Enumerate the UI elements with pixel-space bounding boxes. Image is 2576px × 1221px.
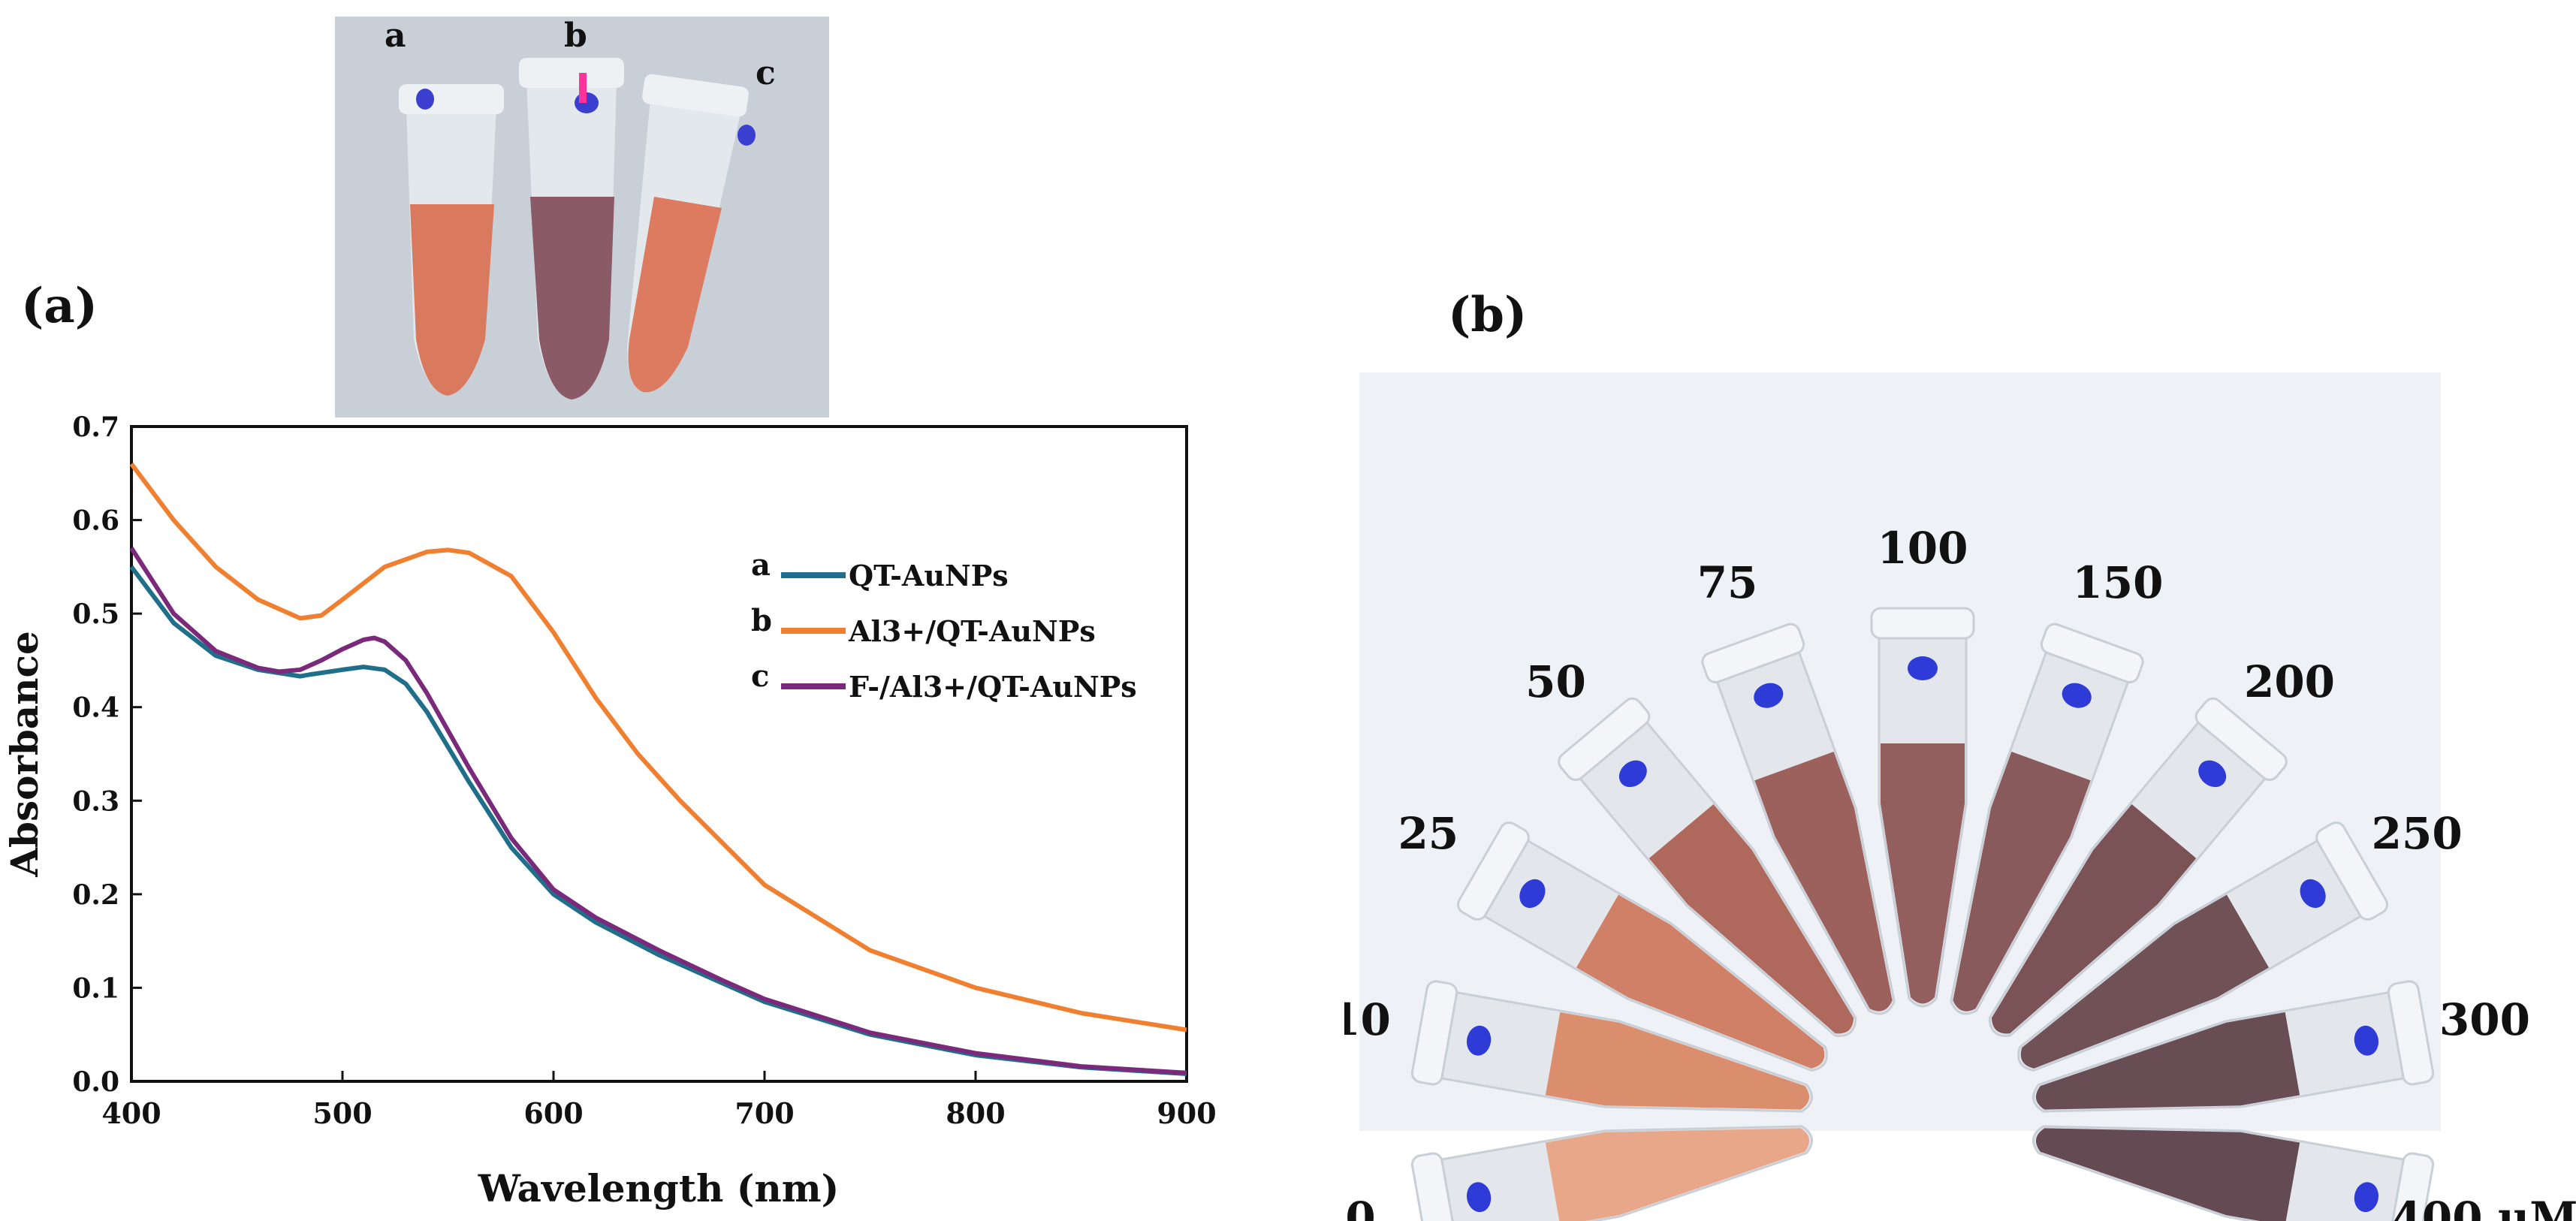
- legend-label-b: Al3+/QT-AuNPs: [848, 614, 1096, 648]
- tube-ink-mark: [1908, 656, 1938, 680]
- x-axis: 400 500 600 700 800 900: [101, 1071, 1217, 1130]
- y-tick-label: 0.3: [72, 785, 119, 817]
- tube-10: [2032, 1125, 2435, 1221]
- legend: a QT-AuNPs b Al3+/QT-AuNPs c F-/Al3+/QT-…: [751, 547, 1137, 704]
- tube-liquid: [1576, 894, 1825, 1069]
- tube-ink-mark: [2062, 683, 2092, 708]
- y-tick-label: 0.6: [72, 505, 119, 537]
- tube-ink-mark: [1618, 760, 1647, 788]
- panel-b-label: (b): [1448, 287, 1528, 343]
- tube-liquid: [1991, 803, 2197, 1034]
- concentration-label-10: 400 μM: [2391, 1192, 2576, 1221]
- tube-cap: [2040, 623, 2144, 683]
- tube-cap: [2315, 822, 2389, 921]
- x-axis-label: Wavelength (nm): [478, 1166, 840, 1210]
- tube-9: [2032, 980, 2435, 1113]
- tube-5: [1870, 607, 1975, 1008]
- series-line-c: [129, 547, 1187, 1075]
- x-tick-label: 800: [946, 1096, 1005, 1130]
- tube-ink-mark: [1466, 1025, 1492, 1056]
- concentration-label-7: 200: [2244, 656, 2335, 707]
- tube-a: [399, 84, 504, 396]
- y-tick-label: 0.5: [72, 598, 119, 630]
- tube-cap: [1410, 980, 1458, 1086]
- y-tick-label: 0.1: [72, 972, 119, 1004]
- x-tick-label: 400: [101, 1096, 161, 1130]
- tube-ink-mark: [2198, 760, 2227, 788]
- y-tick-label: 0.7: [72, 412, 119, 443]
- tube-cap: [2387, 980, 2435, 1086]
- y-tick-label: 0.2: [72, 879, 119, 911]
- tube-cap: [1870, 607, 1975, 640]
- concentration-label-9: 300: [2439, 994, 2530, 1045]
- tube-4: [1701, 623, 1896, 1015]
- tube-ink-mark: [1754, 683, 1784, 708]
- legend-label-a: QT-AuNPs: [849, 559, 1009, 592]
- tube-cap: [2194, 697, 2288, 782]
- tube-cap: [1701, 623, 1805, 683]
- series-line-b: [129, 462, 1187, 1033]
- tube-liquid: [1754, 752, 1893, 1011]
- tube-6: [1950, 623, 2144, 1015]
- legend-marker-b: b: [751, 603, 772, 638]
- tubes-photo-b: 0 10 25 50 75 100 150 200 250 300 400 μM: [1344, 372, 2576, 1221]
- concentration-label-3: 50: [1525, 656, 1586, 707]
- tube-3: [1558, 697, 1857, 1037]
- tube-liquid: [2020, 894, 2270, 1069]
- tubes-photo-a: a b c: [335, 17, 829, 418]
- concentration-label-8: 250: [2372, 808, 2463, 859]
- concentration-label-5: 100: [1877, 523, 1968, 574]
- legend-label-c: F-/Al3+/QT-AuNPs: [849, 670, 1137, 704]
- tube-1: [1410, 980, 1813, 1113]
- x-tick-label: 600: [523, 1096, 583, 1130]
- concentration-label-1: 10: [1344, 994, 1391, 1045]
- tube-cap: [1410, 1152, 1458, 1221]
- tube-label-b: b: [564, 17, 587, 55]
- tube-label-c: c: [756, 54, 776, 92]
- tube-b: [519, 58, 624, 399]
- concentration-label-6: 150: [2072, 557, 2163, 608]
- panel-a-label: (a): [21, 278, 98, 334]
- plot-area: [130, 425, 1188, 1083]
- tube-liquid: [1545, 1012, 1810, 1110]
- concentration-tubes: [1410, 607, 2435, 1221]
- tube-ink-mark: [2354, 1025, 2379, 1056]
- concentration-label-4: 75: [1697, 557, 1758, 608]
- tube-2: [1456, 822, 1828, 1072]
- tube-ink-mark: [1519, 879, 1546, 909]
- y-axis: 0.0 0.1 0.2 0.3 0.4 0.5 0.6 0.7: [72, 412, 142, 1098]
- tube-ink-mark: [2300, 879, 2326, 909]
- tube-liquid: [2035, 1128, 2300, 1221]
- tube-ink-mark: [1466, 1182, 1492, 1213]
- concentration-label-2: 25: [1398, 808, 1458, 859]
- tube-liquid: [1545, 1128, 1810, 1221]
- y-axis-label: Absorbance: [2, 631, 47, 878]
- concentration-labels: 0 10 25 50 75 100 150 200 250 300 400 μM: [1344, 523, 2576, 1221]
- tube-label-a: a: [385, 17, 406, 55]
- tube-cap: [1558, 697, 1651, 782]
- x-tick-label: 500: [312, 1096, 372, 1130]
- x-tick-label: 700: [734, 1096, 794, 1130]
- tube-liquid: [1648, 803, 1854, 1034]
- concentration-label-0: 0: [1345, 1192, 1375, 1221]
- tube-0: [1410, 1125, 1813, 1221]
- tube-liquid: [1881, 743, 1965, 1004]
- x-tick-label: 900: [1157, 1096, 1216, 1130]
- tube-liquid: [1953, 752, 2091, 1011]
- legend-marker-c: c: [751, 659, 769, 694]
- absorbance-chart: 0.0 0.1 0.2 0.3 0.4 0.5 0.6 0.7 400 500 600 700 800…: [2, 412, 1217, 1210]
- tube-liquid: [2035, 1012, 2300, 1110]
- tube-cap: [2387, 1152, 2435, 1221]
- y-tick-label: 0.4: [72, 692, 119, 724]
- tube-c: [627, 74, 756, 393]
- tube-7: [1988, 697, 2288, 1037]
- tube-cap: [1456, 822, 1530, 921]
- y-tick-label: 0.0: [72, 1066, 119, 1098]
- legend-marker-a: a: [751, 547, 771, 583]
- tube-ink-mark: [2354, 1182, 2379, 1213]
- tube-8: [2017, 822, 2389, 1072]
- series-lines: [129, 462, 1187, 1076]
